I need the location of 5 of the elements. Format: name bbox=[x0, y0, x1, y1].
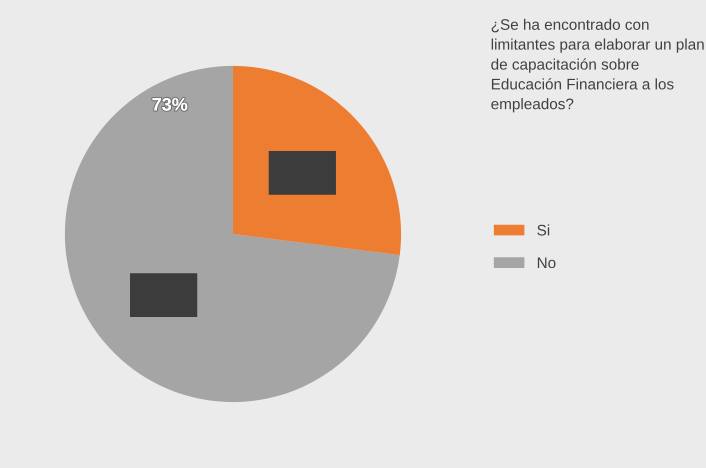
legend-label: Si bbox=[537, 224, 550, 236]
pie-slice bbox=[64, 66, 400, 402]
data-label: 73% bbox=[152, 98, 188, 111]
legend-title: ¿Se ha encontrado con limitantes para elaborar un plan de capacitación sobre Educación Financiera a los empleados? bbox=[491, 18, 704, 112]
legend-label: No bbox=[538, 257, 556, 268]
